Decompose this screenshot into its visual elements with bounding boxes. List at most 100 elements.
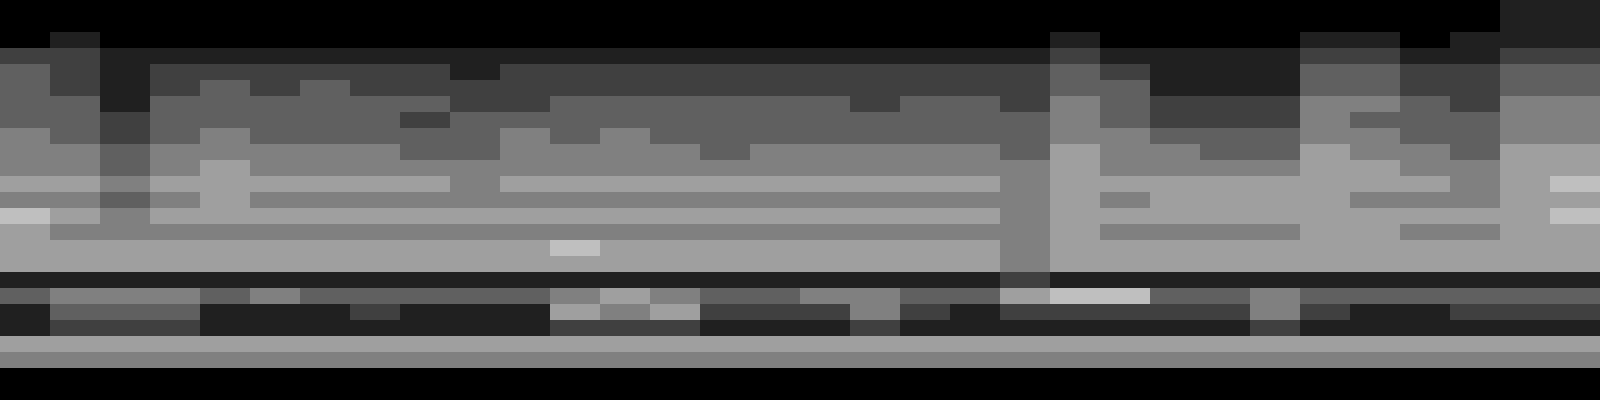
- heat-cell: [550, 384, 601, 400]
- heat-cell: [200, 112, 251, 129]
- heat-cell: [350, 16, 401, 33]
- heat-cell: [250, 144, 301, 161]
- heat-cell: [950, 0, 1001, 17]
- heat-cell: [1200, 384, 1251, 400]
- heat-cell: [1100, 96, 1151, 113]
- heat-cell: [1200, 160, 1251, 177]
- heat-cell: [250, 16, 301, 33]
- heat-cell: [650, 128, 701, 145]
- heat-cell: [200, 240, 251, 257]
- heat-cell: [1350, 192, 1401, 209]
- heat-cell: [500, 32, 551, 49]
- heat-cell: [550, 240, 601, 257]
- heat-cell: [1200, 0, 1251, 17]
- heat-cell: [100, 320, 151, 337]
- heat-cell: [100, 0, 151, 17]
- heat-cell: [700, 352, 751, 369]
- heat-cell: [200, 384, 251, 400]
- heat-cell: [1150, 384, 1201, 400]
- heat-cell: [700, 0, 751, 17]
- heat-cell: [300, 112, 351, 129]
- heat-cell: [1050, 320, 1101, 337]
- heat-cell: [1250, 192, 1301, 209]
- heat-cell: [1150, 224, 1201, 241]
- heat-cell: [300, 304, 351, 321]
- heat-cell: [250, 272, 301, 289]
- heat-cell: [750, 80, 801, 97]
- heat-cell: [450, 144, 501, 161]
- heat-cell: [650, 256, 701, 273]
- heat-cell: [1100, 336, 1151, 353]
- heat-cell: [1500, 320, 1551, 337]
- heat-cell: [550, 304, 601, 321]
- heat-cell: [1200, 32, 1251, 49]
- heat-cell: [1050, 352, 1101, 369]
- heat-cell: [850, 320, 901, 337]
- heat-cell: [150, 144, 201, 161]
- heat-cell: [1500, 224, 1551, 241]
- heat-cell: [600, 272, 651, 289]
- heat-cell: [300, 16, 351, 33]
- heat-cell: [1500, 96, 1551, 113]
- heat-cell: [0, 192, 51, 209]
- heat-cell: [550, 128, 601, 145]
- heat-cell: [1350, 208, 1401, 225]
- heat-cell: [750, 32, 801, 49]
- heat-cell: [1450, 272, 1501, 289]
- heat-cell: [1550, 16, 1600, 33]
- heat-cell: [1300, 320, 1351, 337]
- heat-cell: [1450, 160, 1501, 177]
- heat-cell: [1000, 0, 1051, 17]
- heat-cell: [1100, 352, 1151, 369]
- heat-cell: [150, 368, 201, 385]
- heat-cell: [1150, 176, 1201, 193]
- heat-cell: [350, 240, 401, 257]
- heat-cell: [350, 304, 401, 321]
- heat-cell: [500, 272, 551, 289]
- heat-cell: [950, 192, 1001, 209]
- heat-cell: [400, 160, 451, 177]
- heat-cell: [1450, 336, 1501, 353]
- heat-cell: [700, 32, 751, 49]
- heat-cell: [200, 192, 251, 209]
- heat-cell: [1050, 96, 1101, 113]
- heat-cell: [450, 128, 501, 145]
- heat-cell: [250, 256, 301, 273]
- heat-cell: [450, 16, 501, 33]
- heat-cell: [700, 336, 751, 353]
- heat-cell: [900, 288, 951, 305]
- heat-cell: [1500, 272, 1551, 289]
- heat-cell: [450, 176, 501, 193]
- heat-cell: [1000, 48, 1051, 65]
- heat-cell: [750, 240, 801, 257]
- heat-cell: [1000, 192, 1051, 209]
- heat-cell: [350, 48, 401, 65]
- heat-cell: [400, 192, 451, 209]
- heat-cell: [50, 304, 101, 321]
- heat-cell: [250, 0, 301, 17]
- heat-cell: [1350, 176, 1401, 193]
- heat-cell: [200, 48, 251, 65]
- heat-cell: [450, 48, 501, 65]
- heat-cell: [950, 304, 1001, 321]
- heat-cell: [1500, 288, 1551, 305]
- heat-cell: [1450, 0, 1501, 17]
- heat-cell: [650, 320, 701, 337]
- heat-cell: [200, 32, 251, 49]
- heat-cell: [150, 192, 201, 209]
- heat-cell: [1050, 192, 1101, 209]
- heat-cell: [1550, 256, 1600, 273]
- heat-cell: [400, 64, 451, 81]
- heat-cell: [100, 128, 151, 145]
- heat-cell: [500, 320, 551, 337]
- heat-cell: [700, 320, 751, 337]
- heat-cell: [550, 368, 601, 385]
- heat-cell: [650, 16, 701, 33]
- heat-cell: [850, 144, 901, 161]
- heat-cell: [150, 64, 201, 81]
- heat-cell: [1450, 128, 1501, 145]
- heat-cell: [600, 192, 651, 209]
- heat-cell: [250, 176, 301, 193]
- heat-cell: [150, 80, 201, 97]
- heat-cell: [1550, 144, 1600, 161]
